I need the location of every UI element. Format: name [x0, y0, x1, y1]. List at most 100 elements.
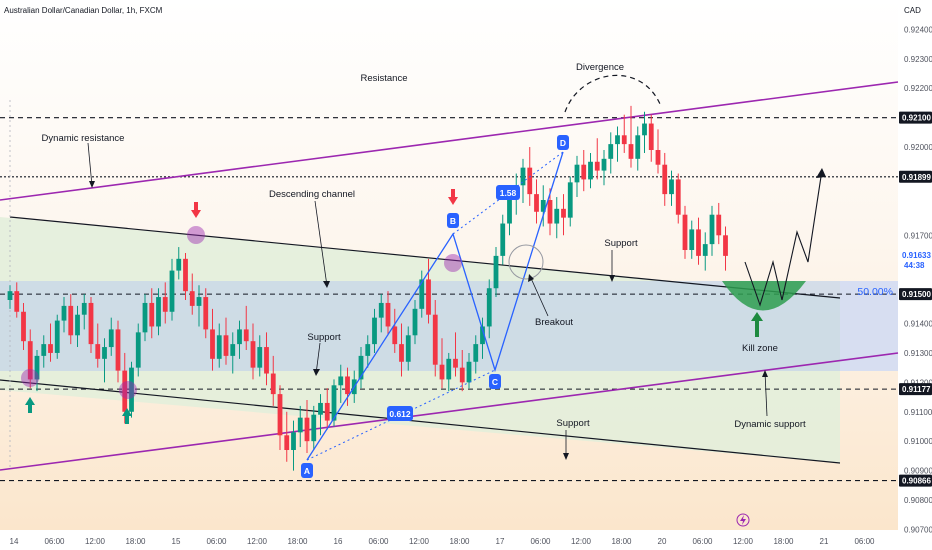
candle: [574, 155, 580, 198]
x-tick-label: 14: [10, 537, 19, 546]
y-tick-label: 0.92300: [904, 55, 932, 64]
candle: [405, 326, 411, 371]
x-tick-label: 15: [172, 537, 181, 546]
candle: [486, 279, 492, 339]
candle: [709, 205, 715, 256]
svg-text:44:38: 44:38: [904, 261, 925, 270]
candle: [682, 205, 688, 259]
candle: [264, 332, 269, 386]
candle: [230, 332, 236, 374]
candle: [129, 361, 134, 418]
candle: [88, 297, 94, 353]
swing-circle: [119, 381, 137, 399]
x-tick-label: 06:00: [368, 537, 389, 546]
svg-text:0.612: 0.612: [389, 409, 411, 419]
x-tick-label: 06:00: [44, 537, 65, 546]
candle: [311, 405, 317, 450]
abcd-pattern-line: [306, 151, 564, 461]
candle: [48, 323, 53, 362]
y-tick-label: 0.90900: [904, 467, 932, 476]
breakout-label: Breakout: [535, 317, 573, 328]
y-tick-label: 0.91000: [904, 437, 932, 446]
trendlines: [0, 81, 899, 471]
svg-text:C: C: [492, 377, 498, 387]
support-label: Support: [307, 332, 341, 343]
candle: [446, 352, 452, 392]
candle: [453, 332, 458, 377]
candle: [237, 320, 242, 359]
candle: [27, 329, 33, 389]
candle: [115, 320, 121, 383]
candle: [385, 291, 391, 336]
x-tick-label: 17: [496, 537, 505, 546]
channel-lower-line: [0, 379, 841, 464]
x-tick-label: 06:00: [692, 537, 713, 546]
svg-text:B: B: [450, 216, 456, 226]
candle: [689, 220, 695, 259]
svg-text:1.58: 1.58: [500, 188, 517, 198]
candle: [669, 170, 674, 206]
projection-arrowhead: [816, 168, 826, 178]
candle: [257, 335, 263, 377]
candle: [102, 338, 107, 383]
candle: [540, 185, 546, 227]
svg-text:0.91177: 0.91177: [902, 385, 931, 394]
candle: [520, 158, 526, 203]
leader-arrowhead: [528, 274, 534, 282]
candle: [392, 308, 398, 353]
candle: [547, 188, 553, 236]
candle: [81, 294, 87, 330]
svg-text:0.91633: 0.91633: [902, 251, 931, 260]
y-tick-label: 0.91300: [904, 349, 932, 358]
leader-line: [529, 275, 549, 317]
candle: [608, 132, 614, 174]
resistance-label: Resistance: [361, 73, 408, 84]
svg-text:0.92100: 0.92100: [902, 114, 931, 123]
x-tick-label: 12:00: [409, 537, 430, 546]
annotation-labels: Resistance Dynamic resistance Descending…: [42, 62, 893, 430]
candle: [162, 282, 168, 324]
candle: [426, 258, 431, 324]
chart-markers: [21, 74, 826, 460]
candle: [358, 347, 364, 389]
candle: [554, 197, 560, 239]
candle: [169, 258, 175, 321]
candle: [459, 350, 465, 392]
y-tick-label: 0.91100: [904, 408, 932, 417]
candle: [419, 270, 425, 318]
candles: [7, 105, 728, 471]
x-tick-label: 06:00: [530, 537, 551, 546]
candle: [716, 202, 722, 245]
arrow-up-icon: [751, 312, 763, 337]
fib-level-label: 50.00%: [857, 286, 893, 298]
symbol-title: Australian Dollar/Canadian Dollar, 1h, F…: [4, 6, 163, 15]
candle: [196, 285, 202, 327]
divergence-label: Divergence: [576, 62, 624, 73]
x-tick-label: 12:00: [247, 537, 268, 546]
leader-line: [87, 142, 93, 187]
price-tag: 0.92100: [899, 111, 932, 124]
candle: [142, 294, 148, 342]
price-tag: 0.91500: [899, 288, 932, 301]
candle: [41, 335, 47, 368]
candle: [189, 273, 195, 315]
x-tick-label: 18:00: [773, 537, 794, 546]
candle: [277, 385, 283, 450]
arrow-up-icon: [25, 397, 35, 413]
candle: [7, 285, 13, 309]
candle: [594, 138, 600, 180]
swing-circle: [21, 369, 39, 387]
candle: [95, 323, 101, 368]
candle: [176, 247, 182, 280]
channel-upper-line: [9, 216, 841, 299]
candle: [500, 214, 506, 265]
candle: [493, 247, 499, 298]
svg-text:0.91500: 0.91500: [902, 290, 931, 299]
candle: [648, 114, 654, 162]
ratio-ac-badge: 0.612: [387, 406, 413, 421]
candle: [561, 194, 566, 236]
x-tick-label: 20: [658, 537, 667, 546]
candle: [615, 126, 620, 162]
